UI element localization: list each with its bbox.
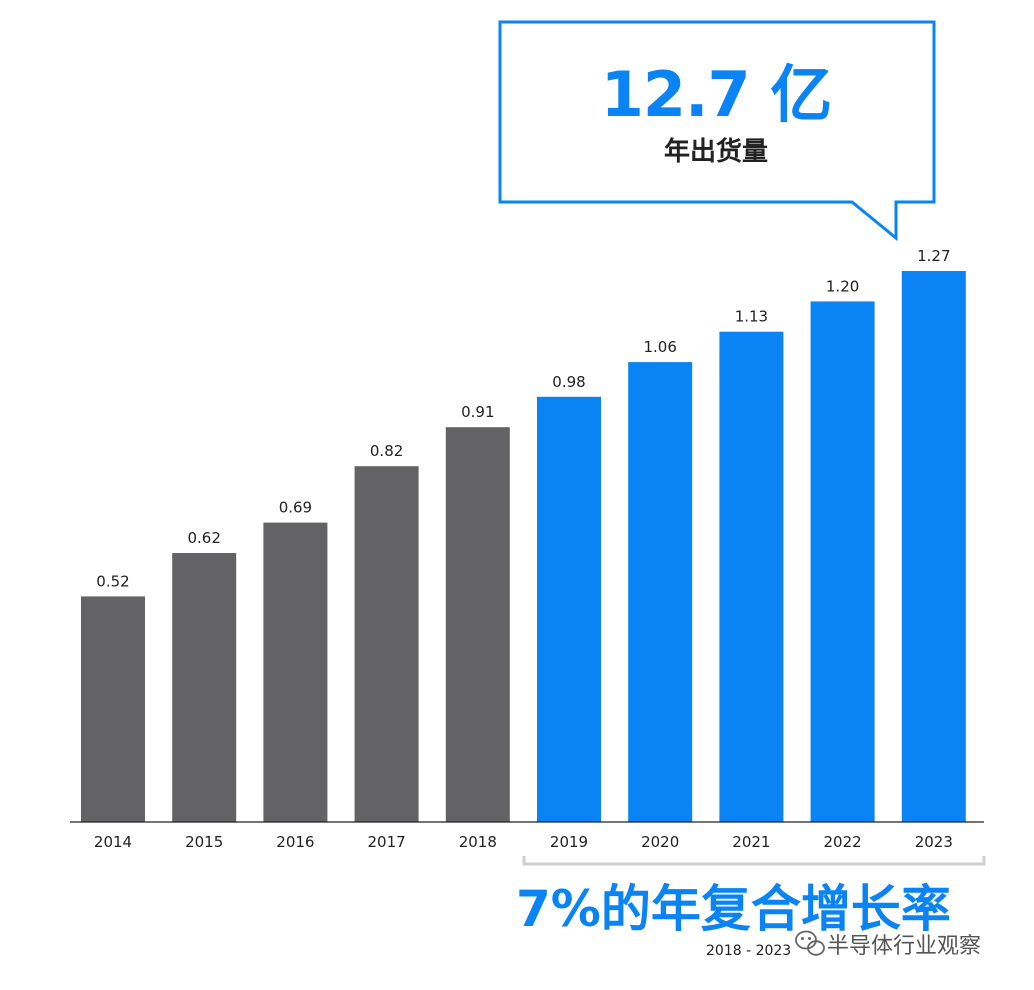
x-tick-2018: 2018 — [459, 833, 497, 851]
forecast-bracket — [522, 856, 986, 866]
value-label-2021: 1.13 — [735, 308, 768, 326]
x-tick-2019: 2019 — [550, 833, 588, 851]
value-label-2016: 0.69 — [279, 499, 312, 517]
bar-2022 — [810, 301, 875, 822]
callout-value: 12.7 亿 — [601, 58, 832, 131]
bar-2017 — [354, 466, 419, 822]
value-label-2022: 1.20 — [826, 277, 859, 295]
callout-border — [498, 20, 936, 242]
x-tick-2020: 2020 — [641, 833, 679, 851]
value-labels-group: 0.52 0.62 0.69 0.82 0.91 0.98 1.06 1.13 1.20 1.27 — [96, 247, 950, 590]
bar-2016 — [263, 522, 328, 822]
x-tick-2023: 2023 — [915, 833, 953, 851]
value-label-2020: 1.06 — [643, 338, 676, 356]
value-label-2014: 0.52 — [96, 572, 129, 590]
watermark: 半导体行业观察 — [795, 930, 981, 959]
cagr-annotation: 7%的年复合增长率 — [516, 880, 951, 938]
x-tick-2017: 2017 — [368, 833, 406, 851]
watermark-text: 半导体行业观察 — [827, 934, 981, 959]
bars-group — [81, 271, 966, 822]
value-label-2017: 0.82 — [370, 442, 403, 460]
bar-2021 — [719, 331, 784, 822]
bar-2014 — [81, 596, 145, 822]
x-tick-2021: 2021 — [732, 833, 770, 851]
x-tick-2022: 2022 — [824, 833, 862, 851]
bar-2020 — [628, 362, 693, 822]
value-label-2023: 1.27 — [917, 247, 950, 265]
wechat-icon — [795, 930, 825, 956]
x-tick-2015: 2015 — [185, 833, 223, 851]
callout-box: 12.7 亿 年出货量 — [498, 20, 936, 242]
value-label-2018: 0.91 — [461, 403, 494, 421]
x-tick-2014: 2014 — [94, 833, 132, 851]
bar-2018 — [445, 427, 510, 822]
bar-2023 — [901, 271, 966, 822]
bar-2015 — [172, 553, 237, 822]
value-label-2015: 0.62 — [187, 529, 220, 547]
bar-2019 — [537, 396, 601, 822]
x-tick-2016: 2016 — [276, 833, 314, 851]
x-tick-labels-group: 2014 2015 2016 2017 2018 2019 2020 2021 2022 2023 — [94, 833, 953, 851]
callout-subtitle: 年出货量 — [664, 136, 768, 167]
cagr-range: 2018 - 2023 — [706, 943, 791, 959]
value-label-2019: 0.98 — [552, 373, 585, 391]
